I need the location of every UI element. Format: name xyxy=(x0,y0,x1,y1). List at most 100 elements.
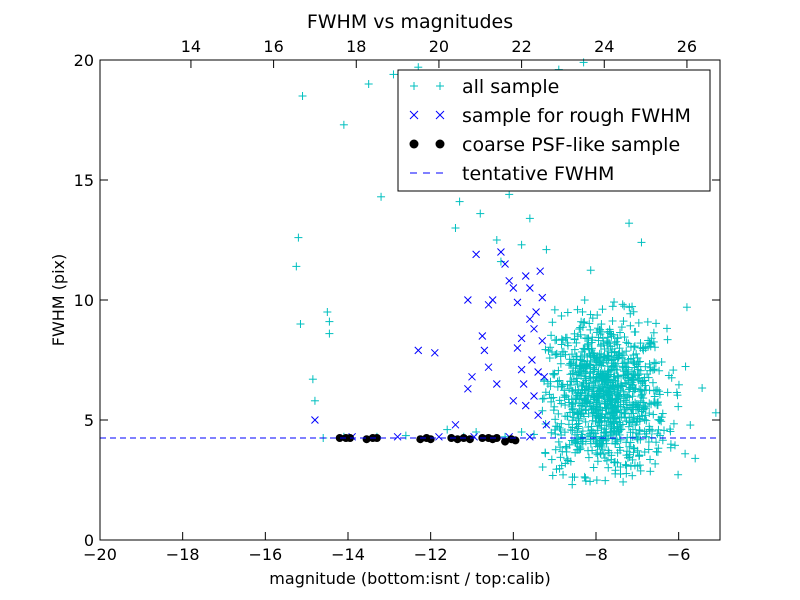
all-sample-point xyxy=(588,387,597,396)
all-sample-point xyxy=(649,386,658,395)
all-sample-point xyxy=(608,316,617,325)
rough-sample-point xyxy=(464,384,472,393)
all-sample-point xyxy=(593,311,602,320)
all-sample-point xyxy=(608,402,617,411)
all-sample-point xyxy=(618,420,627,429)
y-axis-label: FWHM (pix) xyxy=(49,254,68,347)
all-sample-point xyxy=(575,325,584,334)
all-sample-point xyxy=(681,449,690,458)
all-sample-point xyxy=(645,409,654,418)
all-sample-point xyxy=(623,453,632,462)
all-sample-point xyxy=(588,333,597,342)
all-sample-point xyxy=(646,467,655,476)
all-sample-point xyxy=(639,346,648,355)
all-sample-point xyxy=(660,426,669,435)
all-sample-point xyxy=(377,192,386,201)
all-sample-point xyxy=(364,80,373,88)
all-sample-point xyxy=(625,442,634,451)
all-sample-point xyxy=(666,443,675,452)
all-sample-point xyxy=(582,397,591,406)
psf-sample-point xyxy=(453,435,462,444)
all-sample-point xyxy=(585,349,594,358)
rough-sample-point xyxy=(478,332,487,340)
all-sample-point xyxy=(615,430,624,439)
all-sample-point xyxy=(607,330,616,339)
x-axis-label: magnitude (bottom:isnt / top:calib) xyxy=(269,569,550,588)
all-sample-point xyxy=(584,431,593,440)
psf-sample-point xyxy=(372,434,381,442)
rough-sample-point xyxy=(530,324,538,333)
all-sample-point xyxy=(646,455,655,464)
all-sample-point xyxy=(654,425,663,434)
all-sample-point xyxy=(640,386,649,395)
all-sample-point xyxy=(625,393,634,402)
all-sample-point xyxy=(595,382,604,391)
all-sample-point xyxy=(548,471,557,480)
all-sample-point xyxy=(616,462,625,471)
all-sample-point xyxy=(551,430,560,439)
all-sample-point xyxy=(650,343,659,352)
all-sample-point xyxy=(547,394,556,403)
all-sample-point xyxy=(584,446,593,455)
all-sample-point xyxy=(546,343,555,352)
y-axis-ticks: 0 5 10 15 20 xyxy=(74,51,720,550)
all-sample-point xyxy=(560,386,569,395)
all-sample-point xyxy=(630,359,639,368)
legend-label: tentative FWHM xyxy=(462,163,614,185)
rough-sample-point xyxy=(519,380,528,388)
all-sample-point xyxy=(548,318,557,327)
rough-sample-point xyxy=(532,308,540,316)
all-sample-point xyxy=(602,439,611,448)
all-sample-point xyxy=(580,360,589,369)
rough-sample-point xyxy=(517,334,526,343)
all-sample-point xyxy=(556,453,565,462)
all-sample-point xyxy=(635,451,644,460)
all-sample-point xyxy=(578,381,587,390)
all-sample-point xyxy=(620,302,629,311)
all-sample-point xyxy=(607,451,616,460)
all-sample-point xyxy=(610,298,619,307)
all-sample-point xyxy=(552,465,561,474)
all-sample-point xyxy=(547,331,556,340)
all-sample-point xyxy=(629,357,638,366)
x-axis-ticks: −20 −18 −16 −14 −12 −10 −8 −6 xyxy=(83,532,690,564)
all-sample-point xyxy=(663,388,672,397)
all-sample-point xyxy=(650,392,659,401)
all-sample-point xyxy=(610,347,619,356)
all-sample-point xyxy=(568,480,577,489)
all-sample-point xyxy=(666,427,675,436)
all-sample-point xyxy=(629,409,638,418)
rough-sample-point xyxy=(534,411,542,420)
all-sample-point xyxy=(628,425,637,434)
rough-sample-point xyxy=(430,348,439,357)
all-sample-point xyxy=(647,334,656,343)
all-sample-point xyxy=(589,373,598,382)
all-sample-point xyxy=(628,433,637,442)
rough-sample-point xyxy=(435,432,443,441)
top-tick-label: 24 xyxy=(594,37,614,56)
all-sample-point xyxy=(541,388,550,397)
top-tick-label: 16 xyxy=(263,37,283,56)
all-sample-point xyxy=(580,318,589,327)
all-sample-point xyxy=(584,379,593,388)
all-sample-point xyxy=(620,409,629,418)
all-sample-point xyxy=(591,417,600,426)
all-sample-point xyxy=(674,380,683,389)
all-sample-point xyxy=(549,393,558,402)
all-sample-point xyxy=(608,378,617,387)
y-tick-label: 10 xyxy=(74,291,94,310)
all-sample-point xyxy=(451,224,460,232)
all-sample-point xyxy=(568,408,577,417)
all-sample-point xyxy=(653,385,662,394)
all-sample-point xyxy=(622,347,631,356)
all-sample-point xyxy=(577,394,586,403)
all-sample-point xyxy=(296,320,305,328)
all-sample-point xyxy=(554,366,563,375)
x-tick-label: −20 xyxy=(83,545,117,564)
all-sample-point xyxy=(621,460,630,469)
all-sample-point xyxy=(555,376,564,385)
all-sample-point xyxy=(585,319,594,328)
all-sample-point xyxy=(561,401,570,410)
x-tick-label: −14 xyxy=(331,545,365,564)
